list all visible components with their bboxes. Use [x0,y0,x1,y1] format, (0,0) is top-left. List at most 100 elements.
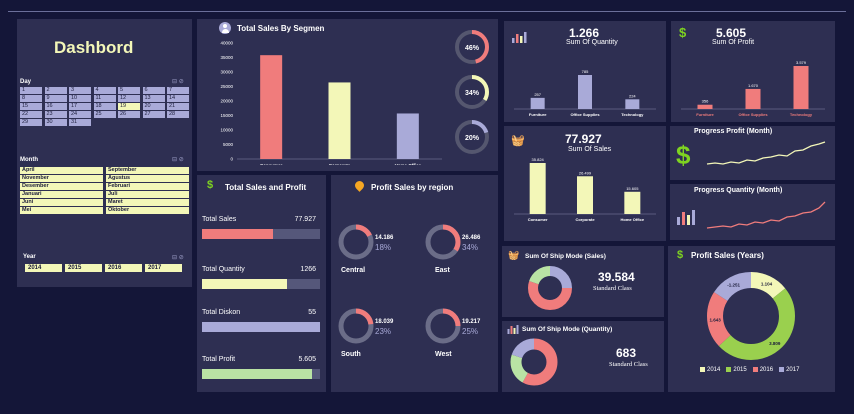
x-tick-label: Furniture [529,112,547,117]
progress-profit-panel: Progress Profit (Month) $ [670,126,835,180]
day-option[interactable]: 7 [167,87,189,94]
region-donut [338,224,374,260]
y-tick-label: 40000 [220,41,233,46]
profit-trend-line [706,141,826,165]
segment-donut-arc [455,120,489,154]
quantity-trend-line [706,201,826,229]
ship-mode-quantity-panel: Sum Of Ship Mode (Quantity) 683 Standard… [502,321,664,392]
month-option[interactable]: September [106,167,189,174]
month-option[interactable]: Maret [106,199,189,206]
region-value: 26.486 [462,235,481,241]
month-option[interactable]: April [20,167,103,174]
region-percent: 18% [375,243,392,252]
region-value: 14.186 [375,235,394,241]
region-name: West [435,351,452,358]
month-option[interactable]: November [20,175,103,182]
bar-data-label: 35.824 [532,157,545,162]
day-option[interactable]: 26 [118,111,140,118]
region-value: 18.039 [375,319,394,325]
day-option[interactable]: 28 [167,111,189,118]
profit-years-title: Profit Sales (Years) [691,251,764,260]
segment-donut-percent: 34% [465,90,480,97]
profit-years-legend: 2014 2015 2016 2017 [700,367,805,373]
day-option[interactable]: 5 [118,87,140,94]
day-option[interactable]: 14 [167,95,189,102]
month-option[interactable]: Februari [106,183,189,190]
day-option[interactable]: 16 [44,103,67,110]
month-option[interactable]: Juli [106,191,189,198]
day-option[interactable]: 29 [20,119,42,126]
month-option[interactable]: Oktober [106,207,189,214]
month-option[interactable]: Desember [20,183,103,190]
day-option[interactable]: 30 [44,119,67,126]
month-filter-icons[interactable]: ⊟ ⊘ [172,157,184,163]
region-donut-arc [338,224,374,260]
month-option[interactable]: Mei [20,207,103,214]
day-option[interactable]: 1 [20,87,42,94]
day-option[interactable]: 4 [93,87,116,94]
day-option[interactable]: 27 [142,111,165,118]
total-row-value: 77.927 [294,216,316,223]
legend-swatch [726,367,732,372]
day-option[interactable]: 18 [93,103,116,110]
profit-years-segment [707,272,795,360]
segment-donuts: 46% 34% 20% [455,30,489,154]
legend-swatch [779,367,785,372]
ship-quantity-donut-segment [510,338,558,386]
sales-kpi-panel: 🧺 77.927 Sum Of Sales 35.824 Consumer 26.4… [504,126,666,241]
progress-quantity-title: Progress Quantity (Month) [694,187,783,194]
month-option[interactable]: Agustus [106,175,189,182]
day-option[interactable]: 20 [142,103,165,110]
day-option[interactable]: 2 [44,87,67,94]
region-value: 19.217 [462,319,481,325]
day-option[interactable]: 31 [69,119,91,126]
progress-fill [202,279,287,289]
year-option[interactable]: 2015 [65,264,102,272]
total-row-value: 55 [308,309,316,316]
day-option[interactable]: 3 [69,87,91,94]
progress-quantity-panel: Progress Quantity (Month) [670,184,835,240]
y-tick-label: 10000 [220,128,233,133]
day-option[interactable]: 24 [69,111,91,118]
ship-quantity-value: 683 [616,346,637,360]
progress-fill [202,369,312,379]
total-row-label: Total Sales [202,216,237,223]
sales-label: Sum Of Sales [568,146,612,153]
year-filter-icons[interactable]: ⊟ ⊘ [172,255,184,261]
segment-donut-percent: 20% [465,135,480,142]
day-option[interactable]: 15 [20,103,42,110]
day-slicer-label: Day [20,79,32,85]
day-option[interactable]: 22 [20,111,42,118]
x-tick-label: Home Office [395,163,422,165]
day-option[interactable]: 23 [44,111,67,118]
ship-quantity-title: Sum Of Ship Mode (Quantity) [522,326,613,333]
day-option[interactable]: 6 [142,87,165,94]
day-option[interactable]: 12 [118,95,140,102]
month-option[interactable]: Juni [20,199,103,206]
ship-quantity-donut-segment [510,338,558,386]
category-bar [577,176,593,214]
y-tick-label: 30000 [220,70,233,75]
day-option[interactable]: 19 [118,103,140,110]
day-option[interactable]: 13 [142,95,165,102]
year-option[interactable]: 2014 [25,264,62,272]
legend-item: 2014 [700,367,720,373]
segment-bar [328,82,351,159]
day-option[interactable]: 9 [44,95,67,102]
month-option[interactable]: Januari [20,191,103,198]
day-option[interactable]: 17 [69,103,91,110]
year-option[interactable]: 2017 [145,264,182,272]
y-tick-label: 35000 [220,55,233,60]
day-option[interactable]: 8 [20,95,42,102]
bar-chart-icon [507,325,519,334]
day-option[interactable]: 25 [93,111,116,118]
total-panel-title: Total Sales and Profit [225,183,307,192]
bar-data-label: 224 [629,93,636,98]
year-option[interactable]: 2016 [105,264,142,272]
day-option[interactable]: 10 [69,95,91,102]
day-filter-icons[interactable]: ⊟ ⊘ [172,79,184,85]
pie-data-label: 1.104 [761,281,773,286]
day-option[interactable]: 11 [93,95,116,102]
profit-years-donut: 1.104 3.809 1.643 -1.251 [707,272,795,360]
day-option[interactable]: 21 [167,103,189,110]
